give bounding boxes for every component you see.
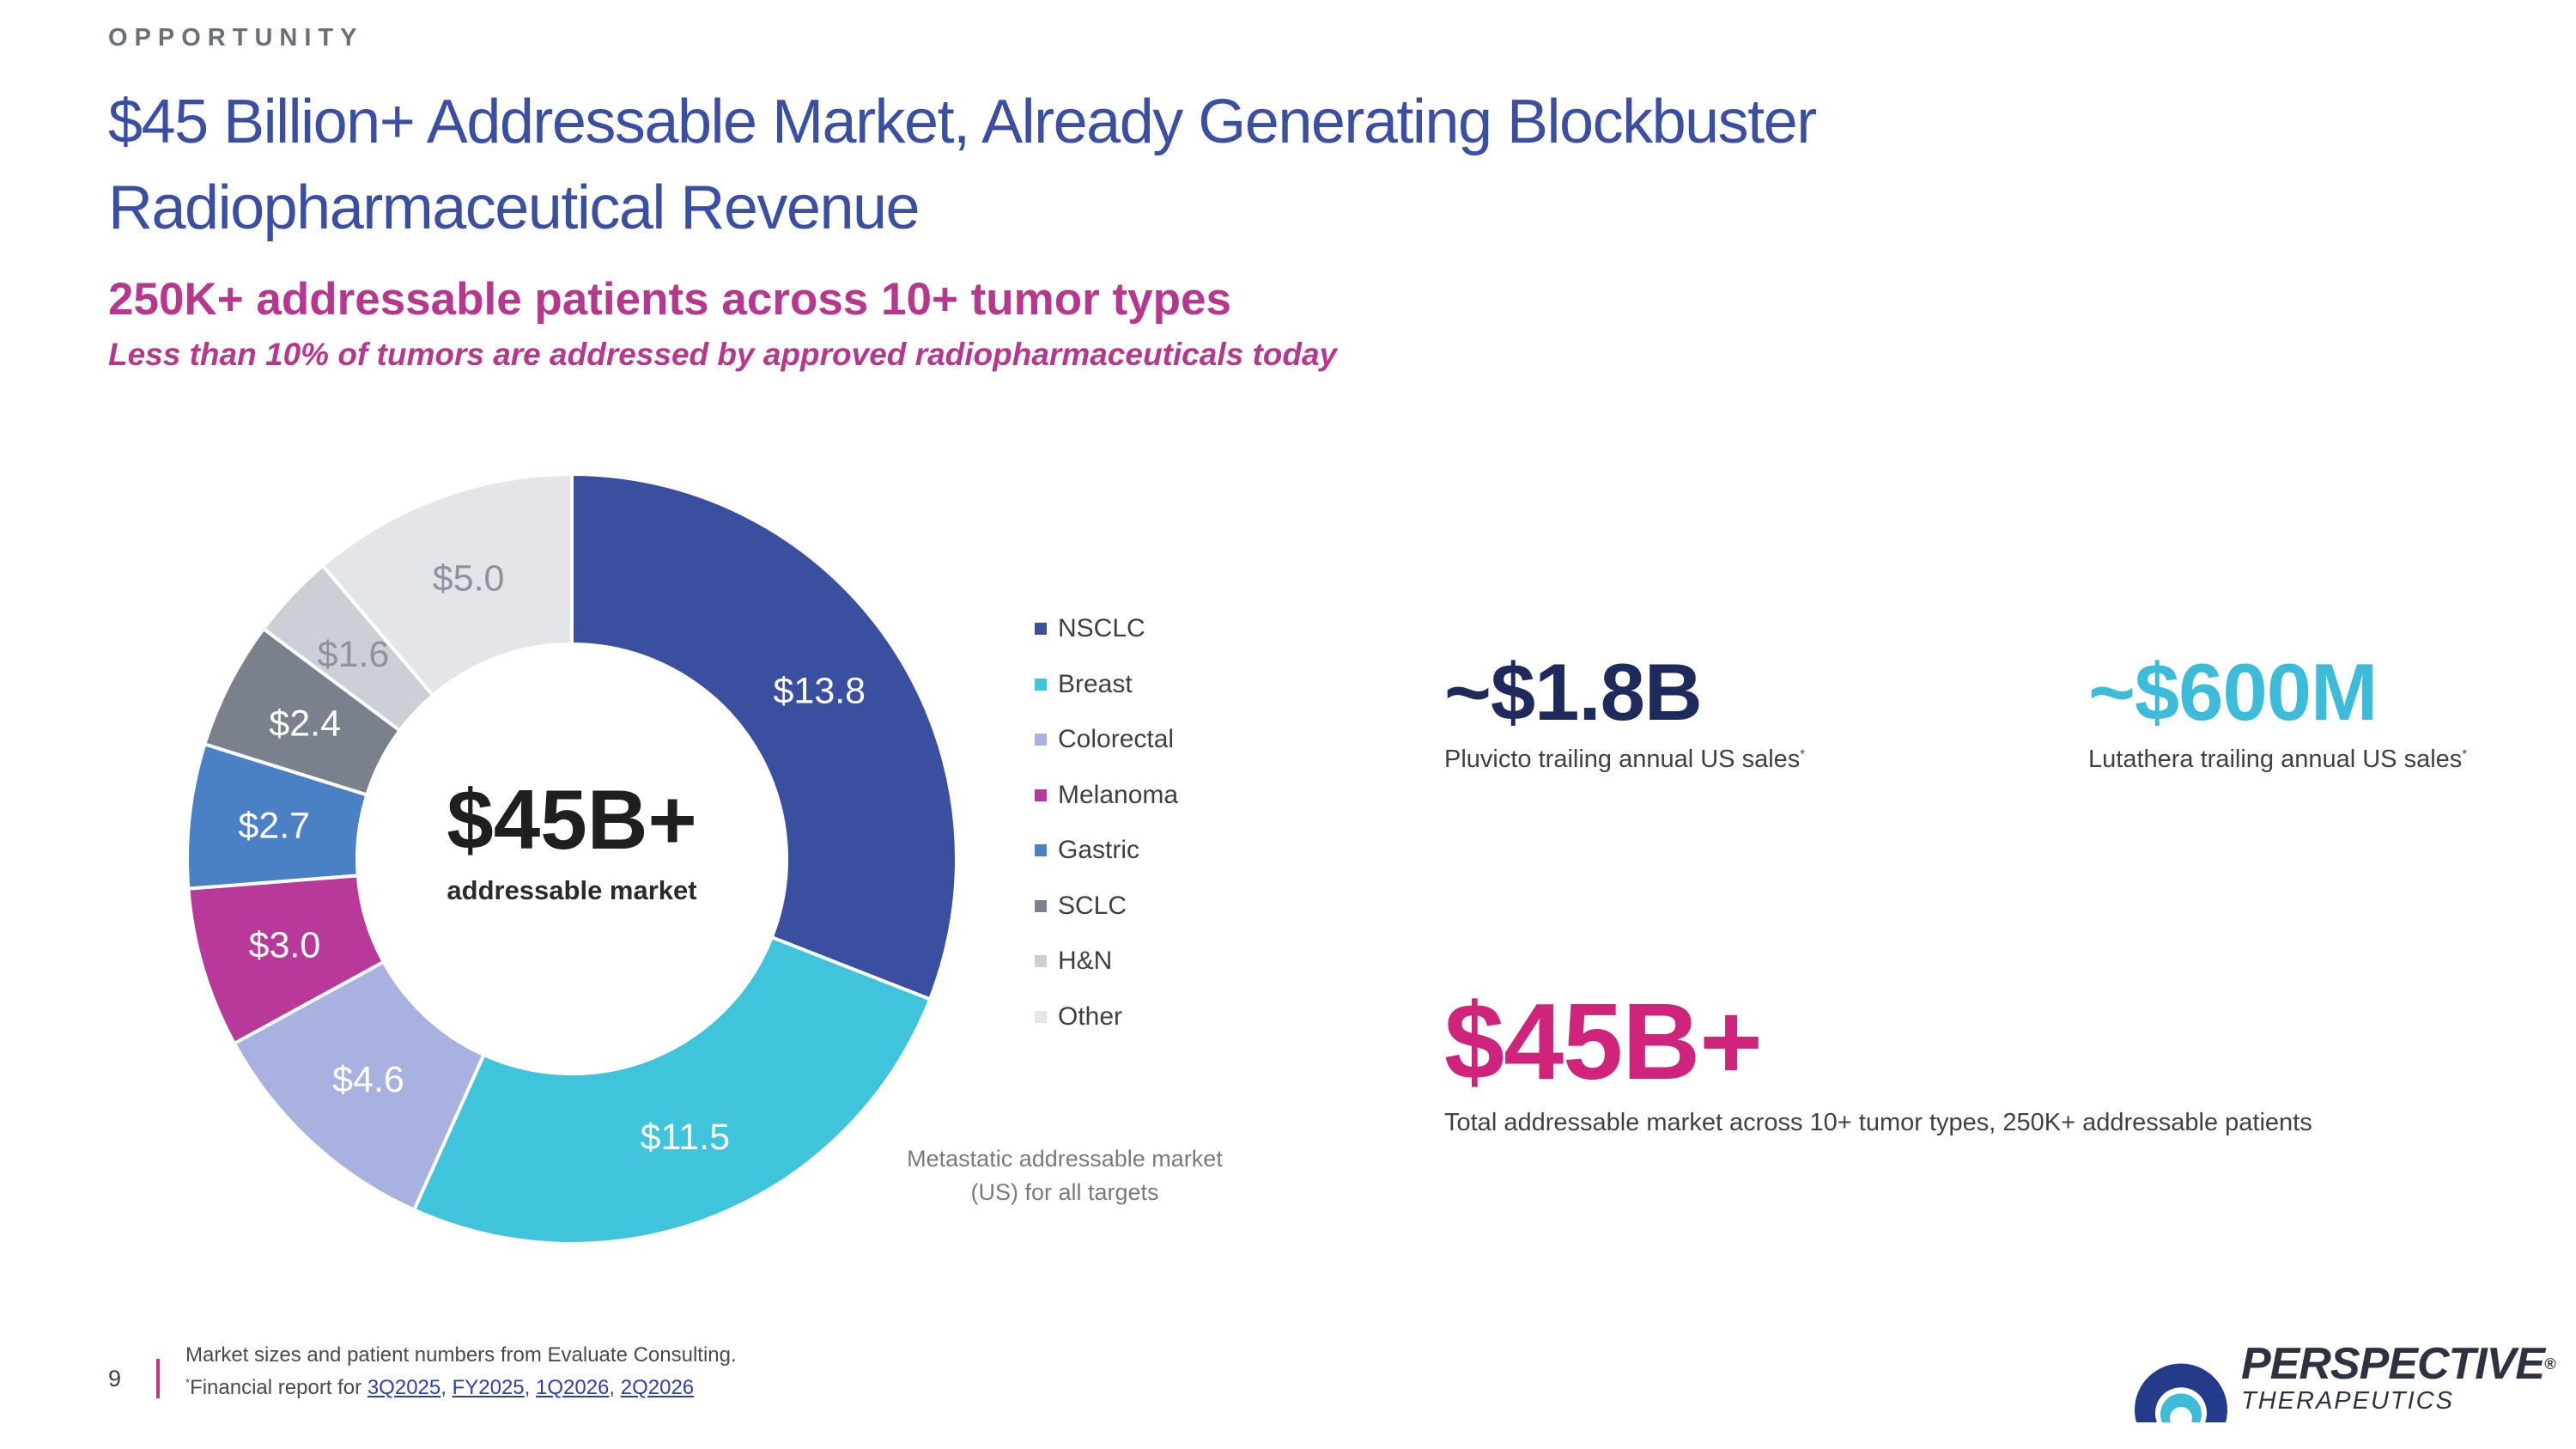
stat-description: Total addressable market across 10+ tumo… bbox=[1444, 1109, 2312, 1136]
donut-data-label: $2.4 bbox=[269, 703, 341, 744]
logo-name: PERSPECTIVE® bbox=[2241, 1340, 2555, 1388]
link-1q2026[interactable]: 1Q2026 bbox=[535, 1376, 610, 1399]
donut-center-label: addressable market bbox=[447, 875, 696, 905]
legend-label: Breast bbox=[1058, 669, 1133, 698]
donut-slice-other bbox=[320, 472, 574, 698]
donut-data-label: $1.6 bbox=[318, 634, 390, 675]
legend-label: Melanoma bbox=[1058, 780, 1179, 809]
footnote-mark: * bbox=[1800, 746, 1806, 762]
donut-slice-nsclc bbox=[570, 472, 958, 1002]
legend-item: NSCLC bbox=[1035, 601, 1178, 657]
stat-value: ~$1.8B bbox=[1444, 647, 1703, 737]
subheading-note: Less than 10% of tumors are addressed by… bbox=[108, 337, 1338, 372]
logo-wordmark: PERSPECTIVE® THERAPEUTICS bbox=[2241, 1340, 2555, 1414]
footnote-mark: * bbox=[2462, 746, 2468, 762]
legend-item: SCLC bbox=[1035, 879, 1178, 935]
footer-divider bbox=[156, 1359, 160, 1398]
legend-swatch bbox=[1035, 623, 1047, 636]
legend-label: H&N bbox=[1058, 947, 1113, 976]
legend-swatch bbox=[1035, 955, 1047, 968]
donut-data-label: $4.6 bbox=[332, 1059, 404, 1100]
legend-swatch bbox=[1035, 788, 1047, 801]
logo-subtitle: THERAPEUTICS bbox=[2241, 1387, 2454, 1415]
market-donut-chart: $13.8 $11.5 $4.6 $3.0 $2.7 $2.4 $1.6 $5.0 $45B+… bbox=[185, 472, 958, 1245]
stat-pluvicto: ~$1.8B Pluvicto trailing annual US sales… bbox=[1444, 646, 1805, 774]
donut-data-label: $3.0 bbox=[249, 924, 321, 965]
legend-item: Other bbox=[1035, 989, 1178, 1045]
footnote-financial: *Financial report for 3Q2025, FY2025, 1Q… bbox=[185, 1376, 695, 1399]
stat-value: ~$600M bbox=[2088, 647, 2378, 737]
link-2q2026[interactable]: 2Q2026 bbox=[620, 1376, 695, 1399]
donut-data-label: $5.0 bbox=[433, 557, 505, 599]
page-number: 9 bbox=[108, 1366, 122, 1391]
legend-swatch bbox=[1035, 844, 1047, 857]
logo-outer-arc bbox=[2135, 1363, 2227, 1422]
legend-swatch bbox=[1035, 1010, 1047, 1023]
footnote: Market sizes and patient numbers from Ev… bbox=[185, 1342, 737, 1402]
section-kicker: OPPORTUNITY bbox=[108, 24, 364, 52]
logo-name-text: PERSPECTIVE bbox=[2241, 1339, 2545, 1389]
legend-item: Colorectal bbox=[1035, 712, 1178, 768]
stat-description: Lutathera trailing annual US sales* bbox=[2088, 746, 2467, 774]
chart-note: Metastatic addressable market (US) for a… bbox=[907, 1146, 1223, 1205]
footnote-financial-prefix: Financial report for bbox=[190, 1376, 368, 1399]
page-title: $45 Billion+ Addressable Market, Already… bbox=[108, 88, 1817, 242]
link-fy2025[interactable]: FY2025 bbox=[452, 1376, 525, 1399]
legend-label: NSCLC bbox=[1058, 614, 1145, 643]
legend-label: SCLC bbox=[1058, 891, 1127, 920]
stat-value: $45B+ bbox=[1444, 981, 1763, 1102]
donut-slice-breast bbox=[411, 935, 933, 1245]
stat-description-text: Pluvicto trailing annual US sales bbox=[1444, 746, 1801, 773]
donut-data-label: $2.7 bbox=[238, 806, 310, 847]
legend-item: H&N bbox=[1035, 934, 1178, 989]
donut-data-label: $11.5 bbox=[641, 1117, 730, 1158]
legend-label: Colorectal bbox=[1058, 725, 1175, 754]
stat-description-text: Lutathera trailing annual US sales bbox=[2088, 746, 2463, 773]
legend-item: Melanoma bbox=[1035, 768, 1178, 824]
stat-description: Pluvicto trailing annual US sales* bbox=[1444, 746, 1805, 774]
stat-lutathera: ~$600M Lutathera trailing annual US sale… bbox=[2088, 646, 2467, 774]
perspective-logo-icon bbox=[2135, 1363, 2227, 1422]
legend-label: Gastric bbox=[1058, 836, 1140, 865]
chart-legend: NSCLC Breast Colorectal Melanoma Gastric SCLC… bbox=[1035, 601, 1178, 1044]
donut-center-value: $45B+ bbox=[447, 772, 697, 867]
footnote-mark: * bbox=[185, 1376, 191, 1389]
legend-item: Gastric bbox=[1035, 823, 1178, 879]
donut-data-label: $13.8 bbox=[773, 670, 866, 711]
logo-inner-arc bbox=[2160, 1393, 2202, 1422]
legend-label: Other bbox=[1058, 1002, 1123, 1031]
legend-item: Breast bbox=[1035, 657, 1178, 713]
logo-registered-mark: ® bbox=[2544, 1355, 2555, 1373]
subheading: 250K+ addressable patients across 10+ tu… bbox=[108, 274, 1231, 325]
legend-swatch bbox=[1035, 734, 1047, 746]
stat-total-market: $45B+ Total addressable market across 10… bbox=[1444, 979, 2312, 1137]
legend-swatch bbox=[1035, 899, 1047, 912]
link-3q2025[interactable]: 3Q2025 bbox=[367, 1376, 441, 1399]
legend-swatch bbox=[1035, 678, 1047, 691]
footnote-source: Market sizes and patient numbers from Ev… bbox=[185, 1343, 737, 1367]
